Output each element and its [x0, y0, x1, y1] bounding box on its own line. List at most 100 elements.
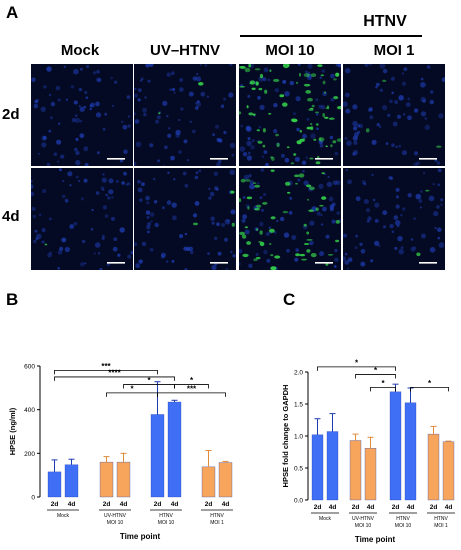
- bar: [349, 440, 362, 501]
- panel-c-letter: C: [283, 290, 296, 309]
- virus-signal: [306, 249, 311, 253]
- nucleus-dot: [40, 106, 46, 112]
- nucleus-dot: [127, 182, 131, 186]
- virus-signal: [299, 253, 306, 257]
- virus-signal: [246, 105, 249, 109]
- nucleus-dot: [395, 187, 400, 192]
- nucleus-dot: [81, 239, 86, 244]
- nucleus-dot: [414, 246, 417, 249]
- x-tick-label: 4d: [68, 501, 76, 508]
- nucleus-dot: [359, 242, 363, 246]
- micrograph-background: [31, 64, 133, 166]
- x-tick-label: 2d: [51, 501, 59, 508]
- virus-signal: [303, 223, 307, 227]
- virus-signal: [256, 204, 262, 208]
- nucleus-dot: [74, 117, 81, 123]
- nucleus-dot: [149, 212, 155, 217]
- virus-signal: [252, 182, 257, 184]
- nucleus-dot: [322, 206, 327, 212]
- nucleus-dot: [147, 230, 150, 234]
- nucleus-dot: [295, 248, 299, 252]
- nucleus-dot: [301, 160, 307, 165]
- nucleus-dot: [364, 64, 369, 67]
- virus-signal: [314, 111, 320, 114]
- nucleus-dot: [316, 211, 321, 216]
- virus-signal: [306, 239, 313, 241]
- nucleus-dot: [328, 196, 334, 202]
- virus-signal: [242, 253, 249, 258]
- virus-signal: [262, 128, 266, 133]
- nucleus-dot: [146, 215, 150, 219]
- virus-signal: [285, 181, 291, 186]
- nucleus-dot: [297, 64, 301, 66]
- nucleus-dot: [195, 106, 199, 110]
- nucleus-dot: [363, 182, 367, 186]
- virus-signal: [324, 91, 327, 94]
- virus-signal: [321, 196, 327, 200]
- virus-signal: [328, 117, 335, 120]
- nucleus-dot: [418, 199, 423, 203]
- nucleus-dot: [178, 150, 182, 154]
- nucleus-dot: [61, 194, 66, 199]
- nucleus-dot: [424, 117, 427, 120]
- nucleus-dot: [330, 73, 335, 79]
- nucleus-dot: [206, 95, 209, 98]
- nucleus-dot: [413, 162, 418, 166]
- nucleus-dot: [153, 200, 158, 204]
- nucleus-dot: [379, 88, 383, 92]
- bar: [64, 464, 79, 498]
- virus-signal: [256, 228, 259, 231]
- nucleus-dot: [407, 115, 412, 121]
- group-label: UV-HTNV: [352, 516, 375, 522]
- nucleus-dot: [153, 177, 156, 181]
- nucleus-dot: [101, 177, 107, 183]
- nucleus-dot: [436, 205, 440, 209]
- nucleus-dot: [194, 201, 200, 206]
- nucleus-dot: [273, 129, 278, 134]
- nucleus-dot: [302, 170, 305, 173]
- nucleus-dot: [241, 218, 246, 223]
- nucleus-dot: [175, 133, 181, 138]
- nucleus-dot: [326, 181, 333, 187]
- nucleus-dot: [250, 145, 255, 150]
- virus-signal: [330, 144, 333, 148]
- nucleus-dot: [48, 217, 52, 221]
- nucleus-dot: [422, 99, 426, 103]
- nucleus-dot: [382, 68, 388, 74]
- scale-bar: [210, 262, 228, 264]
- nucleus-dot: [344, 260, 350, 265]
- panel-b-letter: B: [6, 290, 19, 309]
- nucleus-dot: [179, 234, 184, 239]
- virus-signal: [295, 81, 299, 84]
- nucleus-dot: [388, 176, 392, 180]
- virus-signal: [333, 96, 339, 100]
- nucleus-dot: [61, 237, 67, 243]
- x-tick-label: 2d: [154, 501, 162, 508]
- nucleus-dot: [33, 103, 39, 109]
- nucleus-dot: [169, 88, 173, 91]
- virus-signal: [322, 80, 326, 85]
- group-label: Mock: [57, 513, 69, 519]
- nucleus-dot: [31, 77, 36, 83]
- virus-signal: [256, 256, 261, 260]
- nucleus-dot: [333, 265, 337, 268]
- nucleus-dot: [78, 105, 81, 108]
- virus-signal: [268, 112, 272, 115]
- nucleus-dot: [395, 204, 400, 209]
- virus-signal: [257, 140, 263, 144]
- nucleus-dot: [319, 140, 323, 144]
- nucleus-dot: [46, 66, 52, 72]
- virus-signal: [230, 190, 235, 194]
- nucleus-dot: [215, 124, 220, 129]
- nucleus-dot: [284, 91, 290, 97]
- nucleus-dot: [63, 65, 66, 68]
- virus-signal: [306, 184, 312, 188]
- virus-signal: [306, 126, 312, 130]
- nucleus-dot: [289, 196, 293, 200]
- nucleus-dot: [217, 251, 222, 256]
- bar: [326, 431, 339, 501]
- virus-signal: [313, 138, 317, 141]
- nucleus-dot: [392, 121, 398, 127]
- nucleus-dot: [102, 127, 106, 131]
- nucleus-dot: [90, 227, 94, 231]
